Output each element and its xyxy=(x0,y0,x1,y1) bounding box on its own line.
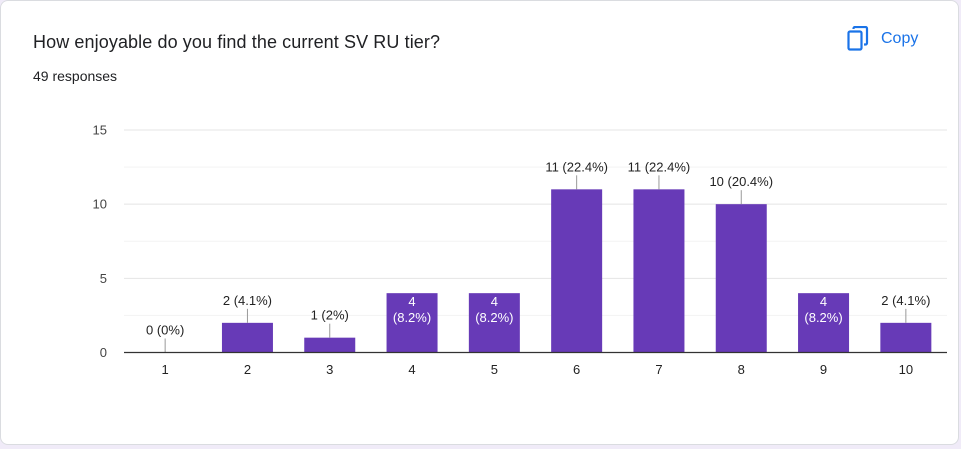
x-tick-label: 3 xyxy=(326,362,333,377)
y-tick-label: 5 xyxy=(100,271,107,286)
bar xyxy=(633,189,685,353)
data-label-count: 4 xyxy=(491,294,498,309)
copy-button[interactable]: Copy xyxy=(839,21,926,57)
x-tick-label: 8 xyxy=(738,362,745,377)
response-count: 49 responses xyxy=(33,68,118,84)
bar xyxy=(221,322,273,353)
x-tick-label: 1 xyxy=(162,362,169,377)
x-tick-label: 5 xyxy=(491,362,498,377)
y-tick-label: 15 xyxy=(93,123,107,138)
bar xyxy=(386,293,438,353)
copy-icon xyxy=(847,25,869,52)
y-tick-label: 10 xyxy=(93,197,107,212)
x-tick-label: 10 xyxy=(899,362,913,377)
data-label-percent: (8.2%) xyxy=(475,310,513,325)
data-label-percent: (8.2%) xyxy=(804,310,842,325)
question-title: How enjoyable do you find the current SV… xyxy=(33,32,441,52)
bar xyxy=(880,322,932,353)
bar xyxy=(304,337,356,353)
data-label: 11 (22.4%) xyxy=(628,159,691,174)
data-label: 2 (4.1%) xyxy=(223,293,272,308)
bar xyxy=(468,293,520,353)
data-label: 10 (20.4%) xyxy=(709,174,773,189)
x-tick-label: 7 xyxy=(655,362,662,377)
bar xyxy=(798,293,850,353)
data-label-percent: (8.2%) xyxy=(393,310,431,325)
y-tick-label: 0 xyxy=(100,345,107,360)
data-label: 2 (4.1%) xyxy=(881,293,930,308)
data-label-count: 4 xyxy=(408,294,415,309)
bar xyxy=(715,204,767,353)
data-label: 1 (2%) xyxy=(311,308,349,323)
data-label: 11 (22.4%) xyxy=(545,159,608,174)
data-label-count: 4 xyxy=(820,294,827,309)
x-tick-label: 4 xyxy=(408,362,415,377)
bar xyxy=(551,189,603,353)
x-tick-label: 2 xyxy=(244,362,251,377)
data-label: 0 (0%) xyxy=(146,323,184,338)
x-tick-label: 9 xyxy=(820,362,827,377)
x-tick-label: 6 xyxy=(573,362,580,377)
copy-button-label: Copy xyxy=(881,30,919,47)
